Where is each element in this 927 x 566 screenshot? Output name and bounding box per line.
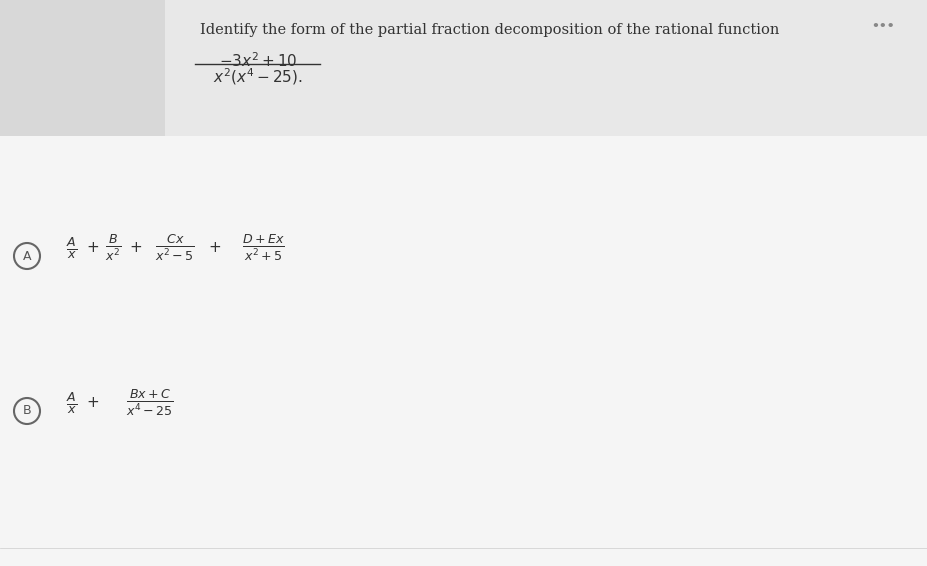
- Text: $\frac{Cx}{x^2 - 5}$: $\frac{Cx}{x^2 - 5}$: [155, 233, 195, 263]
- FancyBboxPatch shape: [0, 0, 927, 136]
- Text: •••: •••: [870, 20, 894, 33]
- Text: $+$: $+$: [209, 241, 222, 255]
- Text: $\frac{D + Ex}{x^2 + 5}$: $\frac{D + Ex}{x^2 + 5}$: [241, 233, 284, 263]
- Text: Identify the form of the partial fraction decomposition of the rational function: Identify the form of the partial fractio…: [200, 23, 779, 37]
- Text: $+$: $+$: [129, 241, 143, 255]
- FancyBboxPatch shape: [0, 136, 927, 566]
- Text: $+$: $+$: [86, 241, 99, 255]
- FancyBboxPatch shape: [829, 0, 927, 136]
- Text: $\frac{B}{x^2}$: $\frac{B}{x^2}$: [105, 233, 121, 263]
- Text: $x^2(x^4 - 25).$: $x^2(x^4 - 25).$: [213, 66, 302, 87]
- FancyBboxPatch shape: [0, 0, 165, 136]
- Text: $\frac{A}{x}$: $\frac{A}{x}$: [67, 235, 78, 261]
- Text: $-3x^2 + 10$: $-3x^2 + 10$: [219, 51, 297, 70]
- Text: $\frac{Bx + C}{x^4 - 25}$: $\frac{Bx + C}{x^4 - 25}$: [126, 388, 173, 418]
- Text: B: B: [22, 405, 32, 418]
- Text: $\frac{A}{x}$: $\frac{A}{x}$: [67, 390, 78, 416]
- Text: A: A: [23, 250, 32, 263]
- Text: $+$: $+$: [86, 396, 99, 410]
